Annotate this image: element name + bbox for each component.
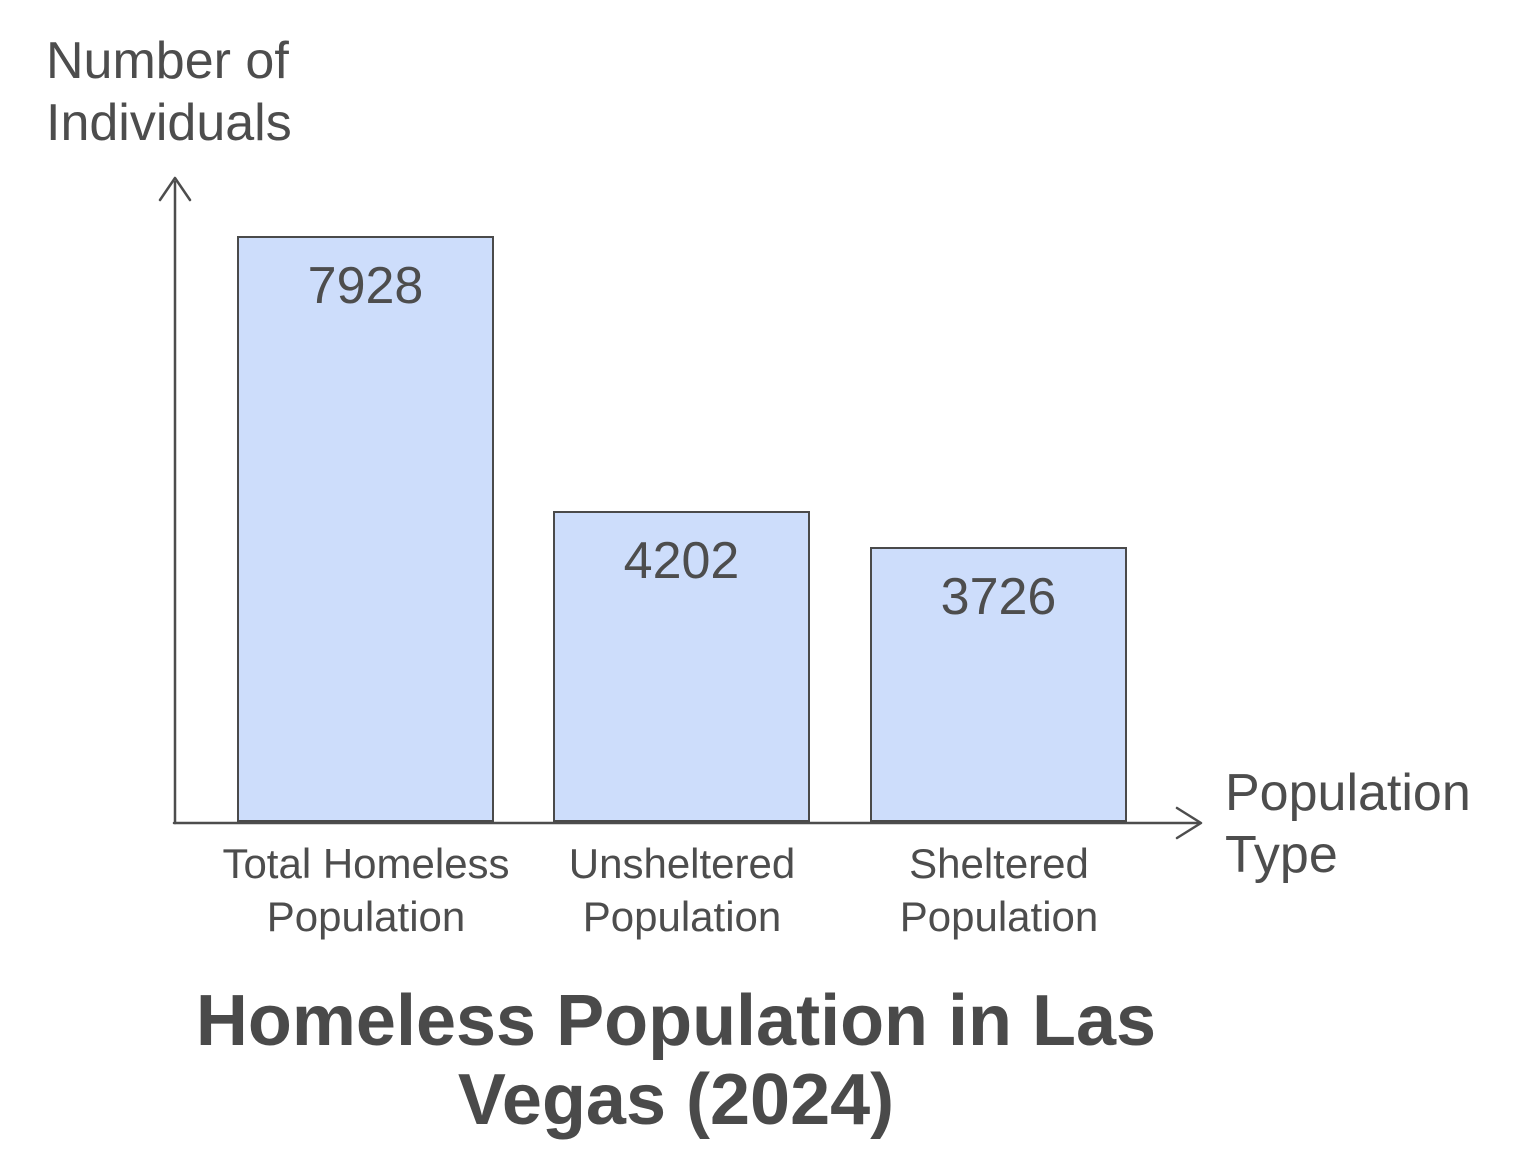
bar-total-homeless-population: 7928 — [237, 236, 494, 822]
y-axis-title: Number of Individuals — [46, 32, 292, 153]
y-axis-arrow-icon — [158, 176, 192, 202]
bar-value-total-homeless-population: 7928 — [307, 257, 424, 315]
bar-value-sheltered-population: 3726 — [940, 568, 1057, 626]
x-tick-label-total-homeless-population: Total Homeless Population — [222, 840, 510, 940]
bar-value-unsheltered-population: 4202 — [623, 532, 740, 590]
bar-sheltered-population: 3726 — [870, 547, 1127, 822]
chart-title: Homeless Population in Las Vegas (2024) — [195, 981, 1157, 1141]
x-tick-label-sheltered-population: Sheltered Population — [899, 840, 1099, 940]
x-axis-title: Population Type — [1225, 764, 1471, 885]
bar-unsheltered-population: 4202 — [553, 511, 810, 822]
x-tick-label-unsheltered-population: Unsheltered Population — [568, 840, 796, 940]
x-axis-arrow-icon — [1175, 806, 1203, 840]
